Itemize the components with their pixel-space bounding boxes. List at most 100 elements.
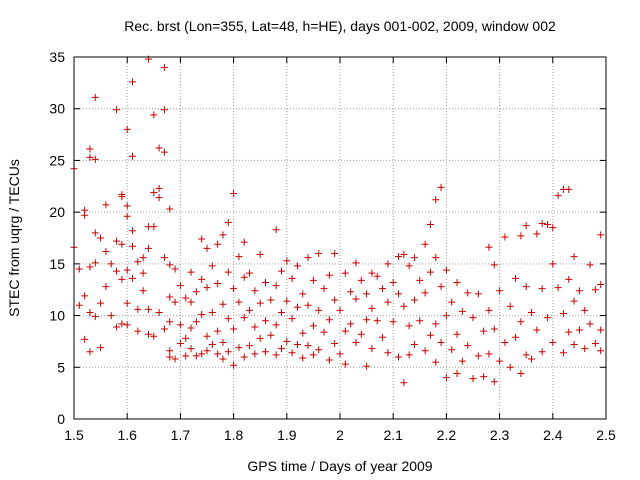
data-point — [405, 322, 413, 330]
data-point — [134, 305, 142, 313]
data-point — [176, 282, 184, 290]
data-point — [288, 274, 296, 282]
data-point — [405, 262, 413, 270]
data-point — [118, 275, 126, 283]
data-point — [113, 323, 121, 331]
data-point — [299, 329, 307, 337]
data-point — [389, 318, 397, 326]
data-point — [198, 350, 206, 358]
data-point — [192, 352, 200, 360]
data-point — [395, 253, 403, 261]
data-point — [400, 251, 408, 259]
data-point — [453, 278, 461, 286]
data-point — [240, 238, 248, 246]
data-point — [395, 353, 403, 361]
data-point — [203, 347, 211, 355]
x-tick-label: 2.1 — [383, 427, 403, 443]
data-point — [91, 313, 99, 321]
data-point — [139, 269, 147, 277]
y-tick-label: 5 — [57, 359, 65, 375]
data-point — [235, 298, 243, 306]
data-point — [293, 303, 301, 311]
data-point — [86, 308, 94, 316]
data-point — [352, 259, 360, 267]
data-point — [251, 287, 259, 295]
data-point — [91, 155, 99, 163]
data-point — [368, 345, 376, 353]
data-point — [437, 183, 445, 191]
data-point — [166, 261, 174, 269]
data-point — [575, 287, 583, 295]
data-point — [214, 350, 222, 358]
data-point — [517, 232, 525, 240]
data-point — [251, 350, 259, 358]
data-point — [150, 188, 158, 196]
data-point — [129, 274, 137, 282]
data-point — [416, 276, 424, 284]
data-point — [363, 316, 371, 324]
y-tick-label: 30 — [49, 101, 65, 117]
data-point — [533, 326, 541, 334]
data-point — [543, 221, 551, 229]
data-point — [570, 341, 578, 349]
data-point — [235, 253, 243, 261]
data-point — [134, 258, 142, 266]
axis-ticks — [73, 56, 607, 420]
data-point — [533, 230, 541, 238]
data-point — [150, 332, 158, 340]
data-point — [155, 308, 163, 316]
data-point — [517, 318, 525, 326]
data-point — [113, 106, 121, 114]
data-point — [384, 298, 392, 306]
data-point — [549, 338, 557, 346]
y-axis-label: STEC from uqrg / TECUs — [6, 159, 22, 317]
data-point — [123, 202, 131, 210]
data-point — [224, 218, 232, 226]
data-point — [246, 269, 254, 277]
data-point — [565, 328, 573, 336]
data-point — [538, 285, 546, 293]
data-point — [97, 299, 105, 307]
data-point — [336, 350, 344, 358]
data-point — [203, 332, 211, 340]
data-point — [485, 350, 493, 358]
data-point — [208, 262, 216, 270]
data-point — [176, 321, 184, 329]
data-point — [453, 369, 461, 377]
data-point — [474, 352, 482, 360]
data-point — [208, 308, 216, 316]
data-point — [283, 297, 291, 305]
data-point — [496, 357, 504, 365]
data-point — [144, 244, 152, 252]
data-point — [379, 333, 387, 341]
data-point — [389, 278, 397, 286]
data-point — [277, 267, 285, 275]
x-axis-label: GPS time / Days of year 2009 — [247, 458, 432, 474]
data-point — [219, 355, 227, 363]
data-point — [113, 237, 121, 245]
data-point — [315, 250, 323, 258]
data-point — [192, 318, 200, 326]
data-point — [102, 247, 110, 255]
data-point — [230, 325, 238, 333]
data-point — [490, 378, 498, 386]
data-point — [182, 294, 190, 302]
data-point — [123, 299, 131, 307]
y-tick-label: 0 — [57, 411, 65, 427]
data-point — [160, 325, 168, 333]
data-point — [591, 286, 599, 294]
data-point — [506, 363, 514, 371]
data-point — [357, 276, 365, 284]
data-point — [224, 315, 232, 323]
data-point — [102, 283, 110, 291]
data-point — [586, 261, 594, 269]
data-point — [581, 345, 589, 353]
data-point — [432, 358, 440, 366]
data-point — [91, 229, 99, 237]
data-point — [352, 338, 360, 346]
data-point — [272, 351, 280, 359]
data-point — [309, 322, 317, 330]
data-point — [421, 347, 429, 355]
data-point — [81, 292, 89, 300]
y-tick-label: 20 — [49, 204, 65, 220]
